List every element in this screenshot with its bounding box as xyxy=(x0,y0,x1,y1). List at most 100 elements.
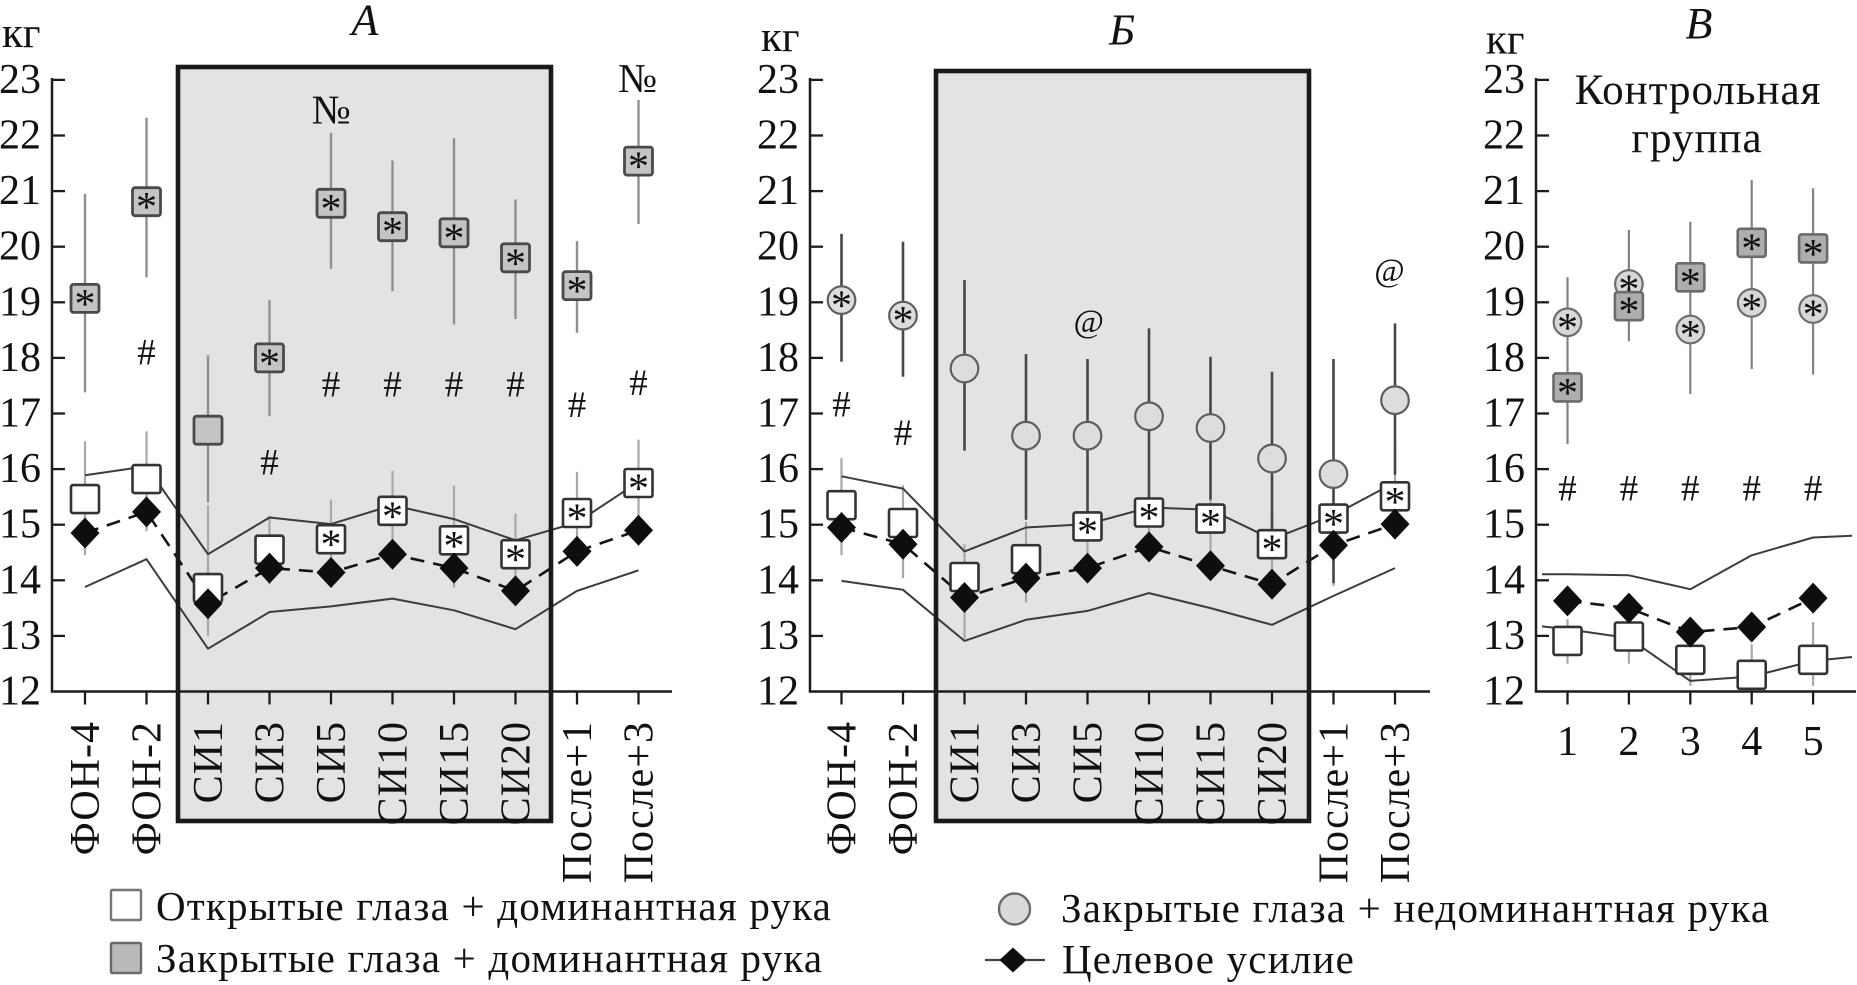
svg-text:23: 23 xyxy=(1483,57,1525,103)
svg-text:15: 15 xyxy=(0,502,41,548)
svg-text:*: * xyxy=(1385,480,1406,526)
svg-text:16: 16 xyxy=(1483,446,1525,492)
svg-text:*: * xyxy=(1557,371,1578,417)
svg-text:#: # xyxy=(1558,469,1577,510)
svg-text:*: * xyxy=(1803,232,1824,278)
svg-text:12: 12 xyxy=(757,669,799,715)
svg-text:Целевое усилие: Целевое усилие xyxy=(1062,936,1355,982)
svg-text:14: 14 xyxy=(1483,557,1525,603)
svg-text:А: А xyxy=(349,0,380,45)
svg-text:@: @ xyxy=(1073,304,1103,340)
svg-text:*: * xyxy=(893,299,914,345)
svg-text:20: 20 xyxy=(0,224,41,270)
svg-text:*: * xyxy=(505,538,526,584)
svg-text:21: 21 xyxy=(757,168,799,214)
svg-text:#: # xyxy=(137,332,156,373)
svg-text:#: # xyxy=(1742,469,1761,510)
svg-text:13: 13 xyxy=(757,613,799,659)
svg-text:#: # xyxy=(1620,469,1639,510)
svg-text:СИ5: СИ5 xyxy=(1066,721,1112,803)
svg-text:*: * xyxy=(1680,313,1701,359)
svg-text:21: 21 xyxy=(1483,168,1525,214)
svg-text:*: * xyxy=(831,284,852,330)
svg-text:4: 4 xyxy=(1741,719,1762,765)
svg-text:№: № xyxy=(618,55,657,101)
svg-text:кг: кг xyxy=(2,10,41,57)
svg-text:1: 1 xyxy=(1557,719,1578,765)
svg-text:ФОН-2: ФОН-2 xyxy=(881,721,927,855)
svg-text:22: 22 xyxy=(0,113,41,159)
svg-text:22: 22 xyxy=(1483,113,1525,159)
svg-text:Открытые глаза + доминантная р: Открытые глаза + доминантная рука xyxy=(156,883,832,929)
svg-text:#: # xyxy=(1804,469,1823,510)
svg-text:#: # xyxy=(568,385,587,426)
svg-text:*: * xyxy=(1262,528,1283,574)
svg-text:18: 18 xyxy=(1483,335,1525,381)
svg-text:После+3: После+3 xyxy=(617,721,663,883)
svg-text:*: * xyxy=(321,523,342,569)
svg-text:23: 23 xyxy=(757,57,799,103)
svg-text:17: 17 xyxy=(757,391,799,437)
svg-text:*: * xyxy=(567,497,588,543)
svg-text:19: 19 xyxy=(1483,279,1525,325)
svg-text:19: 19 xyxy=(757,279,799,325)
svg-text:#: # xyxy=(506,365,525,406)
svg-text:*: * xyxy=(1803,293,1824,339)
svg-text:15: 15 xyxy=(1483,502,1525,548)
svg-text:СИ1: СИ1 xyxy=(186,721,232,803)
svg-text:15: 15 xyxy=(757,502,799,548)
svg-text:СИ20: СИ20 xyxy=(494,721,540,825)
svg-text:*: * xyxy=(1618,290,1639,336)
svg-text:#: # xyxy=(260,442,279,483)
svg-text:Закрытые глаза + доминантная р: Закрытые глаза + доминантная рука xyxy=(156,935,823,981)
svg-text:20: 20 xyxy=(1483,224,1525,270)
svg-text:#: # xyxy=(383,365,402,406)
svg-text:*: * xyxy=(1741,286,1762,332)
svg-text:*: * xyxy=(444,216,465,262)
svg-text:После+1: После+1 xyxy=(1312,721,1358,883)
svg-text:*: * xyxy=(1323,502,1344,548)
svg-text:Б: Б xyxy=(1108,6,1135,55)
svg-text:12: 12 xyxy=(1483,669,1525,715)
svg-text:22: 22 xyxy=(757,113,799,159)
svg-text:*: * xyxy=(1139,496,1160,542)
svg-text:кг: кг xyxy=(1486,16,1525,63)
svg-text:СИ15: СИ15 xyxy=(432,721,478,825)
svg-text:*: * xyxy=(1618,268,1639,314)
svg-text:*: * xyxy=(321,187,342,233)
svg-text:23: 23 xyxy=(0,57,41,103)
svg-text:*: * xyxy=(382,494,403,540)
svg-text:*: * xyxy=(505,241,526,287)
svg-text:После+3: После+3 xyxy=(1373,721,1419,883)
svg-text:СИ3: СИ3 xyxy=(1004,721,1050,803)
svg-text:13: 13 xyxy=(1483,613,1525,659)
svg-text:16: 16 xyxy=(757,446,799,492)
svg-text:*: * xyxy=(1680,261,1701,307)
svg-text:СИ5: СИ5 xyxy=(309,721,355,803)
svg-text:19: 19 xyxy=(0,279,41,325)
svg-text:21: 21 xyxy=(0,168,41,214)
svg-text:ФОН-4: ФОН-4 xyxy=(63,721,109,855)
svg-text:*: * xyxy=(136,185,157,231)
svg-text:В: В xyxy=(1686,0,1713,48)
svg-text:СИ20: СИ20 xyxy=(1250,721,1296,825)
svg-text:*: * xyxy=(567,269,588,315)
svg-text:2: 2 xyxy=(1618,719,1639,765)
svg-text:ФОН-4: ФОН-4 xyxy=(820,721,866,855)
svg-text:ФОН-2: ФОН-2 xyxy=(125,721,171,855)
svg-text:5: 5 xyxy=(1803,719,1824,765)
svg-text:кг: кг xyxy=(761,14,800,61)
svg-text:3: 3 xyxy=(1680,719,1701,765)
svg-text:СИ10: СИ10 xyxy=(1127,721,1173,825)
svg-text:*: * xyxy=(444,524,465,570)
svg-text:12: 12 xyxy=(0,669,41,715)
svg-text:20: 20 xyxy=(757,224,799,270)
svg-text:#: # xyxy=(629,363,648,404)
svg-text:18: 18 xyxy=(0,335,41,381)
svg-text:#: # xyxy=(894,413,913,454)
svg-text:18: 18 xyxy=(757,335,799,381)
svg-text:#: # xyxy=(445,365,464,406)
svg-text:СИ3: СИ3 xyxy=(248,721,294,803)
svg-text:СИ1: СИ1 xyxy=(943,721,989,803)
svg-text:17: 17 xyxy=(0,391,41,437)
